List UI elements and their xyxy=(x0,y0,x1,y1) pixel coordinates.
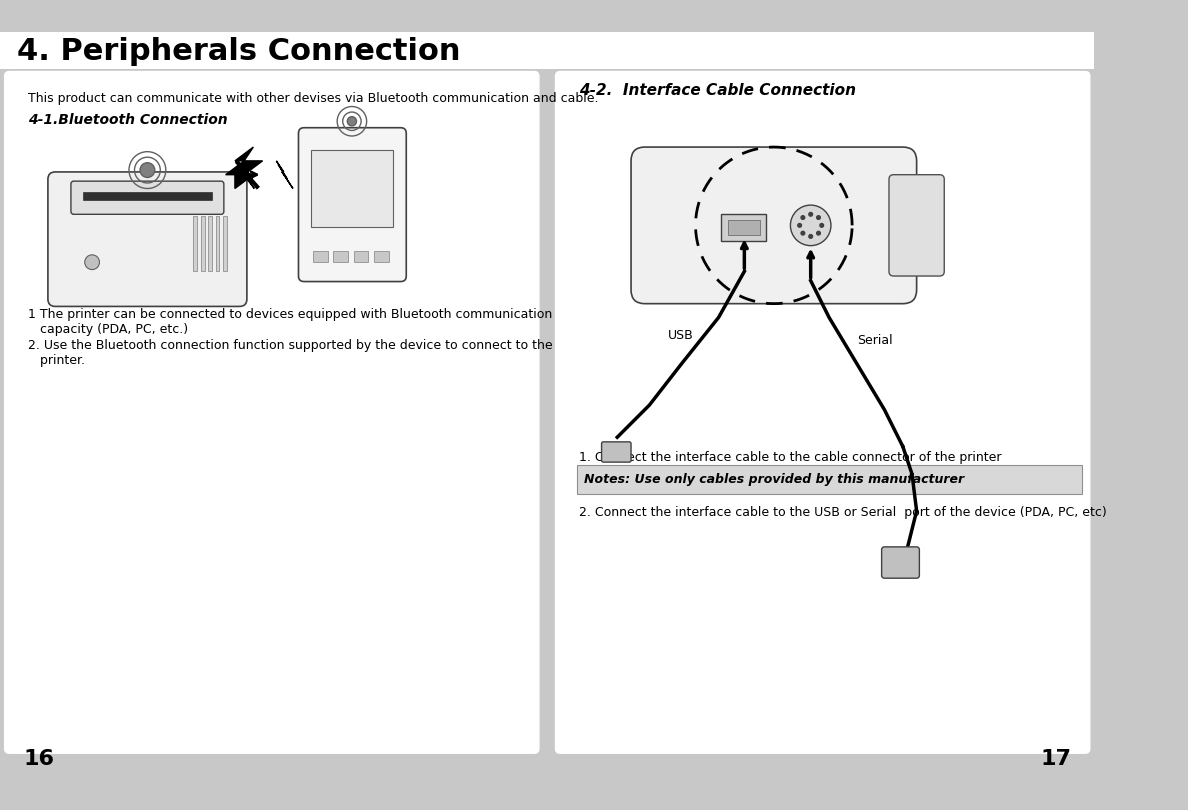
Bar xyxy=(354,251,368,262)
Circle shape xyxy=(816,215,821,220)
Text: 4-1.Bluetooth Connection: 4-1.Bluetooth Connection xyxy=(27,113,227,127)
FancyBboxPatch shape xyxy=(0,32,1094,69)
FancyBboxPatch shape xyxy=(881,547,920,578)
Bar xyxy=(334,251,348,262)
Bar xyxy=(728,220,760,236)
FancyBboxPatch shape xyxy=(889,175,944,276)
FancyBboxPatch shape xyxy=(83,192,211,199)
FancyBboxPatch shape xyxy=(601,441,631,463)
FancyBboxPatch shape xyxy=(631,147,917,304)
Text: 2. Connect the interface cable to the USB or Serial  port of the device (PDA, PC: 2. Connect the interface cable to the US… xyxy=(579,506,1106,519)
FancyBboxPatch shape xyxy=(48,172,247,306)
Circle shape xyxy=(809,235,813,238)
FancyBboxPatch shape xyxy=(298,128,406,282)
Text: 1 The printer can be connected to devices equipped with Bluetooth communication
: 1 The printer can be connected to device… xyxy=(27,309,552,336)
Bar xyxy=(201,216,204,271)
Circle shape xyxy=(816,232,821,235)
FancyBboxPatch shape xyxy=(721,215,766,241)
Circle shape xyxy=(809,212,813,216)
Text: 1. Connect the interface cable to the cable connector of the printer: 1. Connect the interface cable to the ca… xyxy=(579,451,1001,464)
Circle shape xyxy=(84,255,100,270)
Bar xyxy=(223,216,227,271)
Text: 4-2.  Interface Cable Connection: 4-2. Interface Cable Connection xyxy=(579,83,855,97)
Text: Notes: Use only cables provided by this manufacturer: Notes: Use only cables provided by this … xyxy=(584,473,965,486)
FancyBboxPatch shape xyxy=(311,150,393,227)
Polygon shape xyxy=(236,161,254,189)
Bar xyxy=(215,216,220,271)
Bar xyxy=(208,216,211,271)
FancyBboxPatch shape xyxy=(71,181,223,215)
Circle shape xyxy=(790,205,830,245)
Circle shape xyxy=(347,117,356,126)
Text: Serial: Serial xyxy=(857,334,892,347)
Bar xyxy=(194,216,197,271)
FancyBboxPatch shape xyxy=(5,71,539,753)
Text: USB: USB xyxy=(668,330,694,343)
Circle shape xyxy=(801,215,804,220)
Circle shape xyxy=(798,224,802,227)
Text: 2. Use the Bluetooth connection function supported by the device to connect to t: 2. Use the Bluetooth connection function… xyxy=(27,339,552,367)
FancyBboxPatch shape xyxy=(576,465,1082,494)
Polygon shape xyxy=(277,161,293,189)
Circle shape xyxy=(140,163,154,177)
Polygon shape xyxy=(226,147,263,189)
Bar xyxy=(374,251,388,262)
Bar xyxy=(314,251,328,262)
FancyBboxPatch shape xyxy=(556,71,1089,753)
Text: 16: 16 xyxy=(23,749,53,769)
Text: 17: 17 xyxy=(1041,749,1072,769)
Circle shape xyxy=(801,232,804,235)
Text: This product can communicate with other devises via Bluetooth communication and : This product can communicate with other … xyxy=(27,92,598,104)
Text: 4. Peripherals Connection: 4. Peripherals Connection xyxy=(17,36,460,66)
Circle shape xyxy=(820,224,823,227)
